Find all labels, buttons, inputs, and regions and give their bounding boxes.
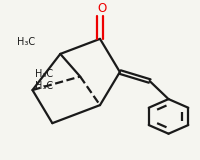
- Text: O: O: [97, 2, 107, 15]
- Text: H₃C: H₃C: [17, 37, 35, 47]
- Text: H₃C: H₃C: [35, 81, 54, 91]
- Text: H₃C: H₃C: [35, 69, 54, 79]
